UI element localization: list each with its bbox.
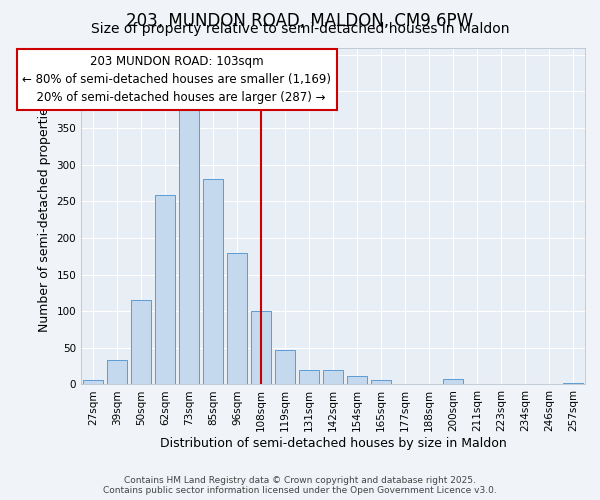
Y-axis label: Number of semi-detached properties: Number of semi-detached properties xyxy=(38,100,51,332)
Bar xyxy=(155,196,175,384)
Bar xyxy=(347,376,367,384)
Bar xyxy=(443,380,463,384)
Bar xyxy=(275,350,295,384)
X-axis label: Distribution of semi-detached houses by size in Maldon: Distribution of semi-detached houses by … xyxy=(160,437,506,450)
Bar xyxy=(179,110,199,384)
Bar xyxy=(563,383,583,384)
Bar xyxy=(107,360,127,384)
Text: Size of property relative to semi-detached houses in Maldon: Size of property relative to semi-detach… xyxy=(91,22,509,36)
Bar xyxy=(251,311,271,384)
Bar xyxy=(323,370,343,384)
Bar xyxy=(299,370,319,384)
Bar xyxy=(83,380,103,384)
Bar xyxy=(131,300,151,384)
Bar xyxy=(227,252,247,384)
Text: 203, MUNDON ROAD, MALDON, CM9 6PW: 203, MUNDON ROAD, MALDON, CM9 6PW xyxy=(127,12,473,30)
Bar xyxy=(203,180,223,384)
Bar xyxy=(371,380,391,384)
Text: Contains HM Land Registry data © Crown copyright and database right 2025.
Contai: Contains HM Land Registry data © Crown c… xyxy=(103,476,497,495)
Text: 203 MUNDON ROAD: 103sqm
← 80% of semi-detached houses are smaller (1,169)
  20% : 203 MUNDON ROAD: 103sqm ← 80% of semi-de… xyxy=(22,55,331,104)
